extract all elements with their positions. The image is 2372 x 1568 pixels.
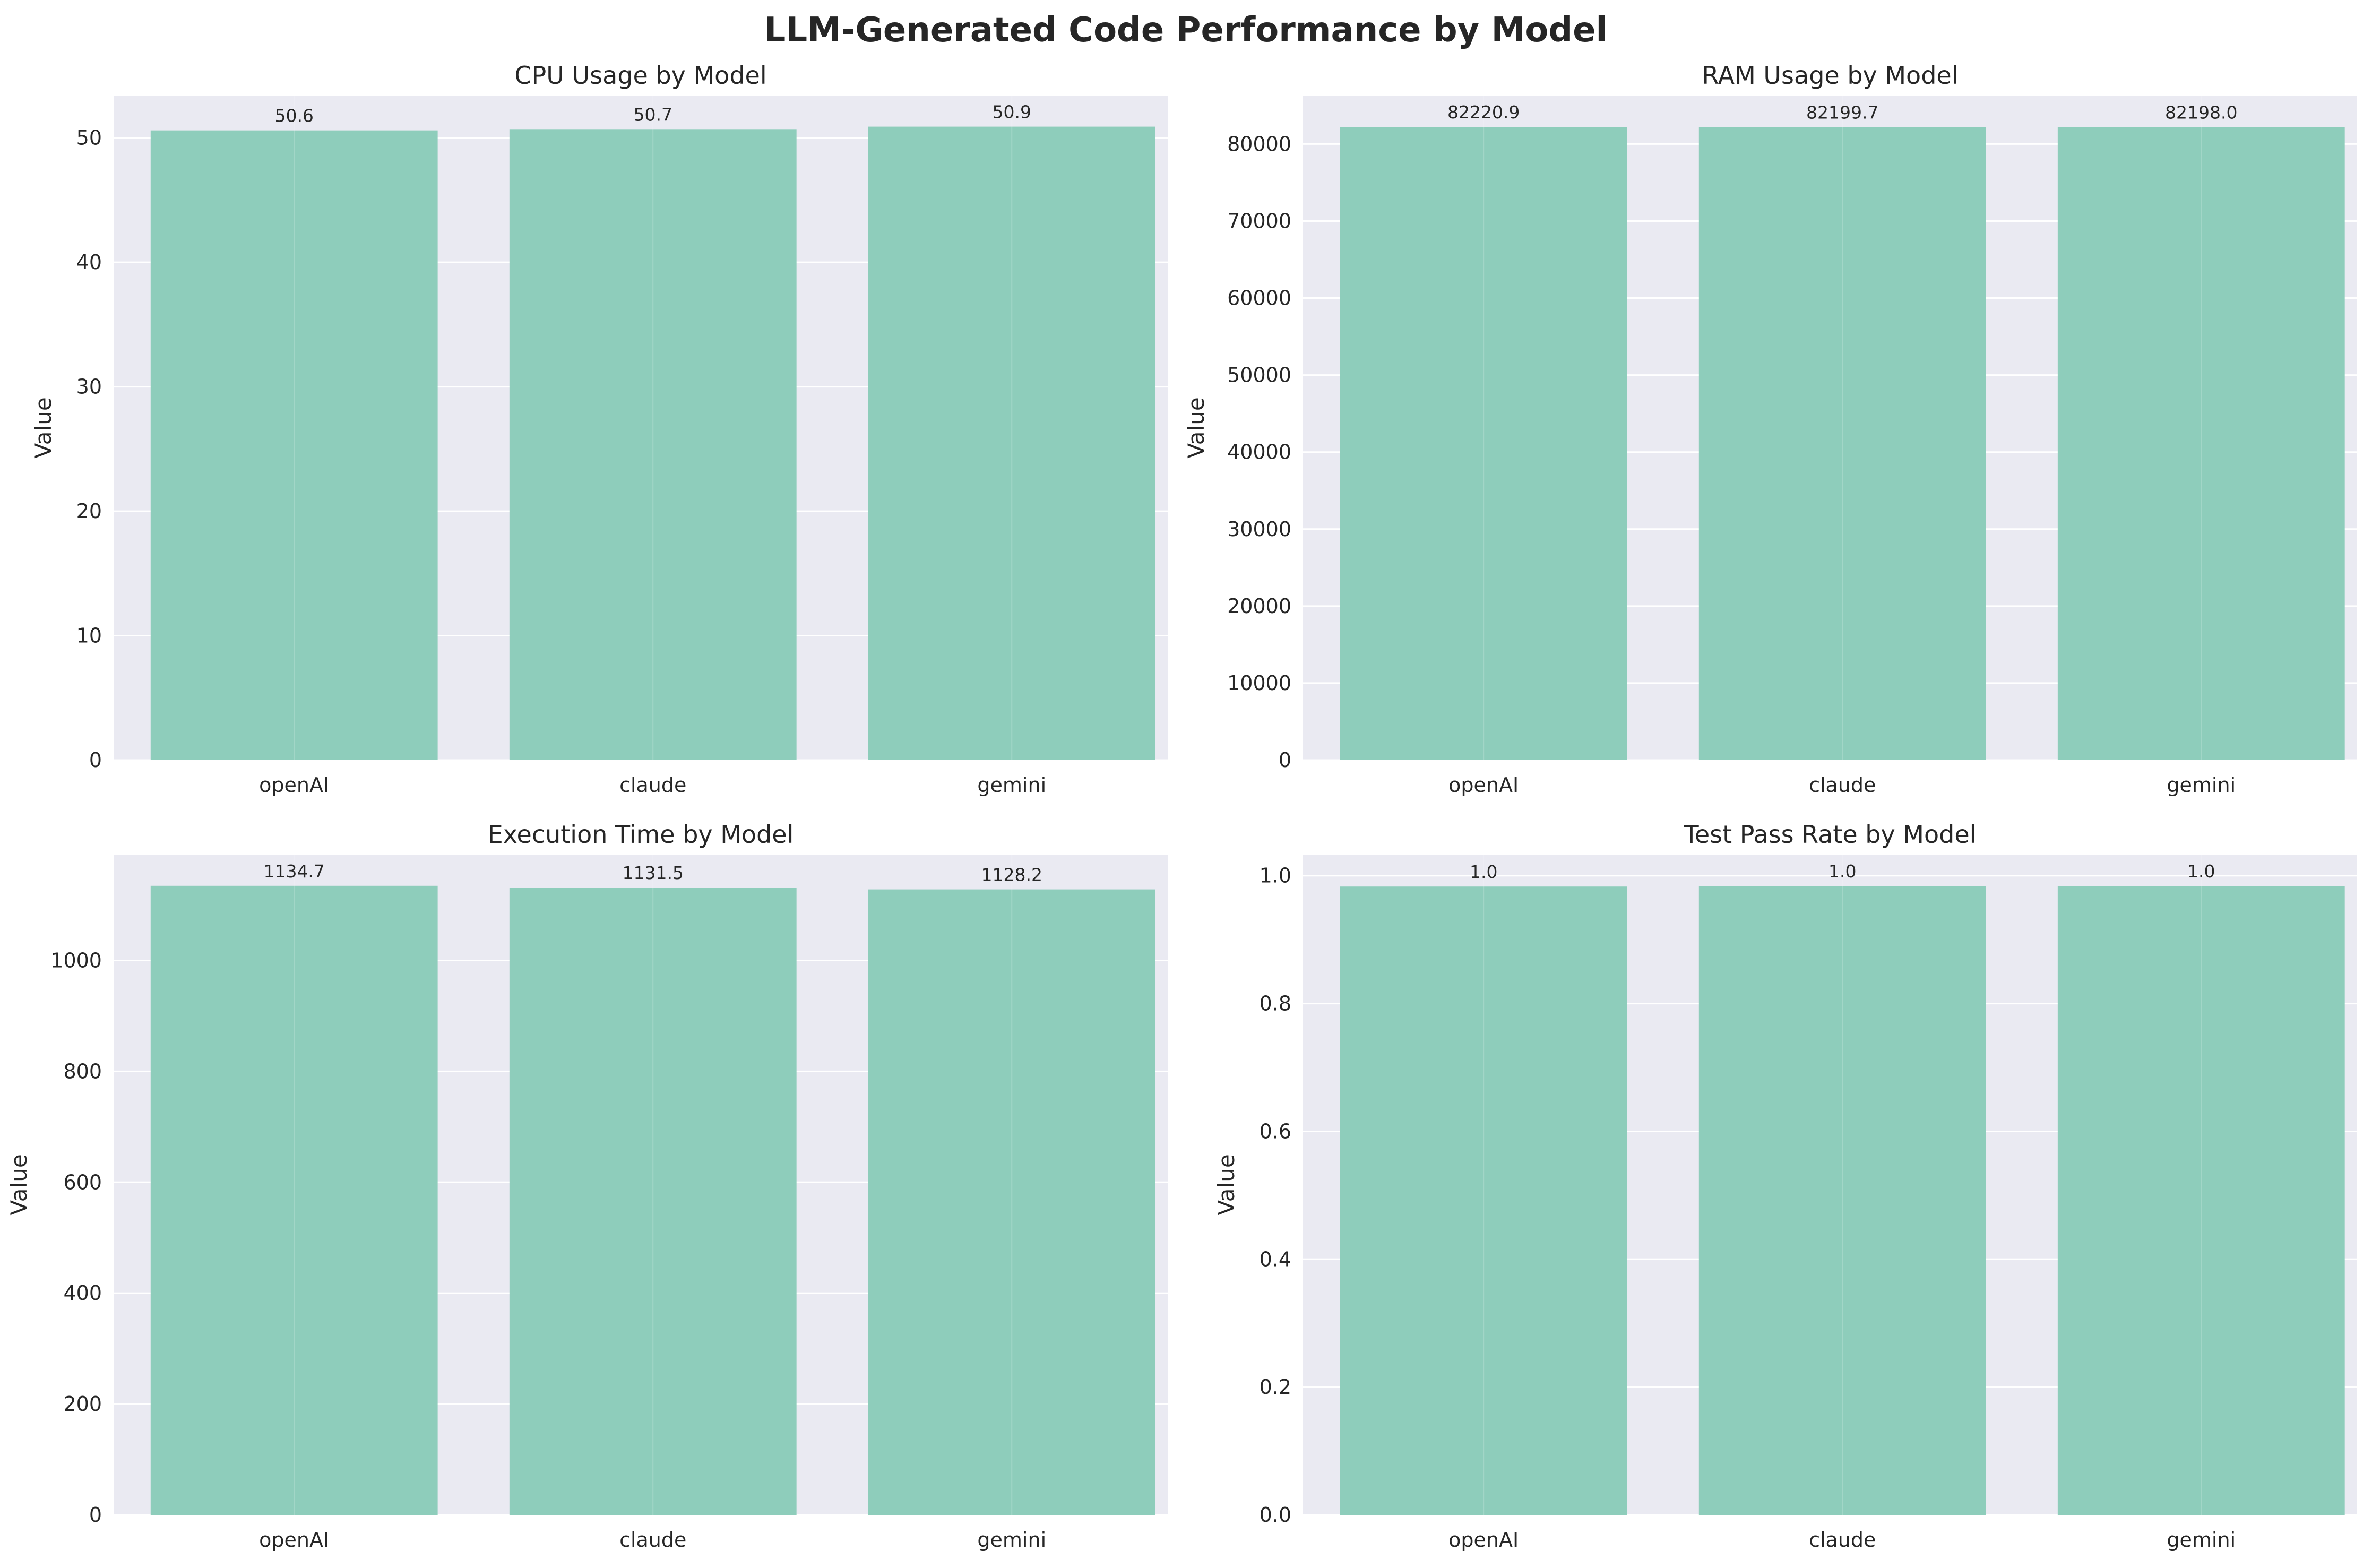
cpu-usage-ytick-label: 30 xyxy=(76,375,102,399)
ram-usage-bar-claude xyxy=(1698,127,1986,760)
ram-usage-bar-openAI xyxy=(1340,127,1627,760)
execution-time-data-label: 1134.7 xyxy=(263,861,324,882)
ram-usage-ytick-label: 60000 xyxy=(1227,287,1291,310)
cpu-usage-ytick-label: 50 xyxy=(76,126,102,150)
subplot-grid: 0 10 20 30 40 50 50.6 openAI 50.7 claude 50.9 gemin… xyxy=(6,61,2357,1552)
cpu-usage-title: CPU Usage by Model xyxy=(514,61,766,90)
execution-time-data-label: 1128.2 xyxy=(981,865,1042,885)
ram-usage-bar-gemini xyxy=(2057,127,2345,761)
cpu-usage-data-label: 50.7 xyxy=(633,104,672,125)
ram-usage-ytick-label: 70000 xyxy=(1227,209,1291,232)
test-pass-rate-ytick-label: 0.8 xyxy=(1260,992,1291,1015)
execution-time-ytick-label: 400 xyxy=(63,1281,102,1305)
ram-usage-xtick-label: gemini xyxy=(2167,773,2236,797)
execution-time-data-label: 1131.5 xyxy=(623,863,684,883)
cpu-usage-ytick-label: 20 xyxy=(76,499,102,523)
test-pass-rate-title: Test Pass Rate by Model xyxy=(1684,820,1977,849)
cpu-usage-ytick-label: 40 xyxy=(76,251,102,274)
test-pass-rate-ytick-label: 0.4 xyxy=(1260,1247,1291,1271)
ram-usage-ylabel: Value xyxy=(1183,397,1209,458)
ram-usage-ytick-label: 30000 xyxy=(1227,518,1291,541)
test-pass-rate-ytick-label: 0.6 xyxy=(1260,1119,1291,1143)
ram-usage-data-label: 82220.9 xyxy=(1447,102,1520,123)
execution-time-bar-claude xyxy=(509,888,797,1515)
execution-time-title: Execution Time by Model xyxy=(488,820,794,849)
execution-time-xtick-label: gemini xyxy=(977,1528,1046,1552)
ram-usage-title: RAM Usage by Model xyxy=(1702,61,1959,90)
test-pass-rate-bar-openAI xyxy=(1340,886,1627,1515)
test-pass-rate-data-label: 1.0 xyxy=(1828,861,1856,882)
ram-usage-ytick-label: 0 xyxy=(1279,748,1291,772)
cpu-usage-bar-claude xyxy=(509,129,797,761)
test-pass-rate-xtick-label: gemini xyxy=(2167,1528,2236,1552)
cpu-usage-bar-gemini xyxy=(868,126,1155,760)
figure-title: LLM-Generated Code Performance by Model xyxy=(764,11,1608,50)
ram-usage-ytick-label: 50000 xyxy=(1227,364,1291,387)
cpu-usage-data-label: 50.9 xyxy=(993,102,1031,123)
execution-time-xtick-label: claude xyxy=(619,1528,686,1552)
test-pass-rate-ytick-label: 0.0 xyxy=(1260,1503,1291,1527)
test-pass-rate-bar-claude xyxy=(1698,886,1986,1515)
execution-time-xtick-label: openAI xyxy=(259,1528,329,1552)
test-pass-rate-chart: 0.0 0.2 0.4 0.6 0.8 1.0 1.0 openAI 1.0 claude 1.0 g… xyxy=(1213,820,2357,1552)
cpu-usage-xtick-label: claude xyxy=(619,773,686,797)
execution-time-ytick-label: 0 xyxy=(89,1503,102,1527)
ram-usage-ytick-label: 80000 xyxy=(1227,132,1291,156)
test-pass-rate-data-label: 1.0 xyxy=(2187,861,2215,882)
cpu-usage-data-label: 50.6 xyxy=(274,106,313,126)
test-pass-rate-data-label: 1.0 xyxy=(1470,861,1497,882)
ram-usage-ytick-label: 40000 xyxy=(1227,441,1291,464)
ram-usage-xtick-label: openAI xyxy=(1448,773,1519,797)
ram-usage-chart: 0 10000 20000 30000 40000 50000 60000 70000 8000… xyxy=(1183,61,2357,797)
execution-time-chart: 0 200 400 600 800 1000 1134.7 openAI 1131.5 claud… xyxy=(6,820,1168,1552)
test-pass-rate-ytick-label: 0.2 xyxy=(1260,1375,1291,1399)
ram-usage-data-label: 82199.7 xyxy=(1806,102,1878,123)
execution-time-ytick-label: 600 xyxy=(63,1170,102,1194)
ram-usage-ytick-label: 20000 xyxy=(1227,595,1291,618)
cpu-usage-ytick-label: 10 xyxy=(76,624,102,648)
execution-time-ytick-label: 1000 xyxy=(50,949,102,972)
execution-time-ylabel: Value xyxy=(6,1154,32,1215)
cpu-usage-ylabel: Value xyxy=(30,397,56,458)
cpu-usage-ytick-label: 0 xyxy=(89,748,102,772)
execution-time-bar-gemini xyxy=(868,889,1155,1515)
cpu-usage-xtick-label: gemini xyxy=(977,773,1046,797)
cpu-usage-chart: 0 10 20 30 40 50 50.6 openAI 50.7 claude 50.9 gemin… xyxy=(30,61,1168,797)
ram-usage-data-label: 82198.0 xyxy=(2165,102,2237,123)
execution-time-ytick-label: 800 xyxy=(63,1059,102,1083)
execution-time-bar-openAI xyxy=(150,885,438,1515)
test-pass-rate-xtick-label: openAI xyxy=(1448,1528,1519,1552)
ram-usage-ytick-label: 10000 xyxy=(1227,671,1291,695)
ram-usage-xtick-label: claude xyxy=(1809,773,1876,797)
test-pass-rate-xtick-label: claude xyxy=(1809,1528,1876,1552)
test-pass-rate-ytick-label: 1.0 xyxy=(1260,864,1291,888)
cpu-usage-xtick-label: openAI xyxy=(259,773,329,797)
cpu-usage-bar-openAI xyxy=(150,130,438,760)
test-pass-rate-ylabel: Value xyxy=(1213,1154,1239,1215)
test-pass-rate-bar-gemini xyxy=(2057,886,2345,1515)
execution-time-ytick-label: 200 xyxy=(63,1392,102,1416)
